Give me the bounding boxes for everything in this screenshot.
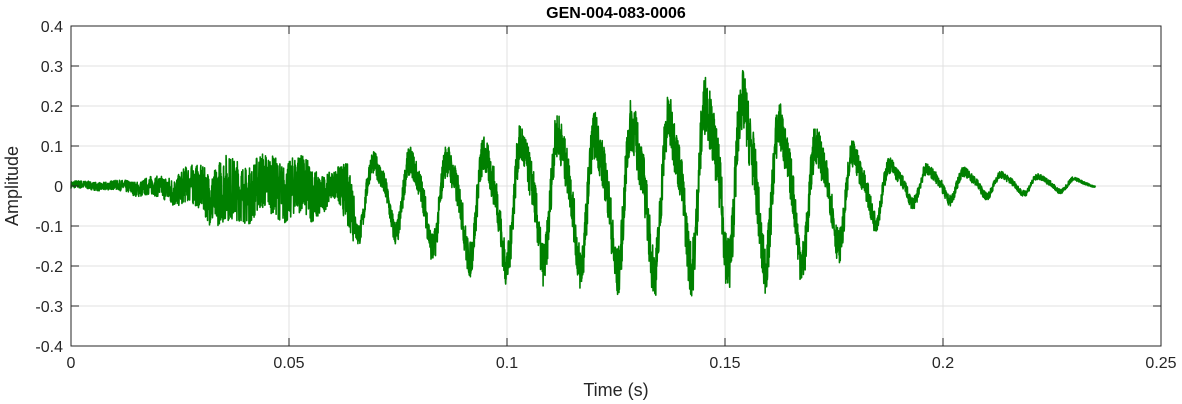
x-tick-label: 0.2 [932,355,954,372]
y-tick-label: -0.4 [35,339,63,356]
x-tick-label: 0.25 [1145,355,1176,372]
y-tick-label: -0.1 [35,219,63,236]
y-axis-label: Amplitude [2,146,22,226]
x-tick-label: 0.15 [709,355,740,372]
y-tick-label: -0.3 [35,299,63,316]
series-line [70,69,1097,297]
y-tick-label: 0 [54,179,63,196]
x-axis-label: Time (s) [583,380,648,400]
y-tick-label: -0.2 [35,259,63,276]
x-tick-label: 0 [67,355,76,372]
y-tick-label: 0.1 [41,139,63,156]
x-tick-label: 0.05 [273,355,304,372]
y-tick-label: 0.2 [41,99,63,116]
y-tick-label: 0.4 [41,19,63,36]
y-tick-label: 0.3 [41,59,63,76]
x-tick-label: 0.1 [496,355,518,372]
chart-title: GEN-004-083-0006 [546,5,686,22]
series-amplitude [70,69,1097,297]
axis-ticks: 0 0.05 0.1 0.15 0.2 0.25 -0.4 -0.3 -0.2 -0.1 0 0.1 0… [35,19,1176,372]
